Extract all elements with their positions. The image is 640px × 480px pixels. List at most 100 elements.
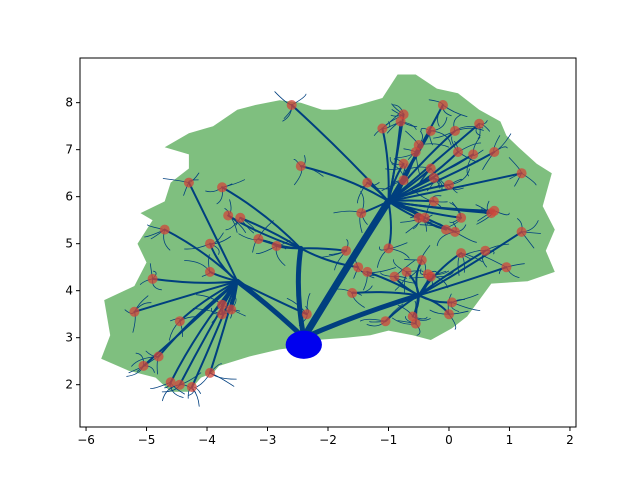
y-tick-label: 5 [65,237,73,251]
scatter-point [441,224,451,235]
scatter-point [217,299,228,310]
scatter-point [235,212,246,223]
scatter-point [444,179,454,190]
scatter-point [217,182,228,193]
scatter-point [205,238,215,249]
scatter-point [341,245,352,256]
dendrite-branch [301,292,422,341]
scatter-point [253,234,264,244]
scatter-point [362,266,373,277]
dendrite-branch [417,230,523,297]
x-axis: −6 −5 −4 −3 −2 −1 0 1 2 [77,427,574,447]
y-tick-label: 2 [65,378,73,392]
y-tick-label: 4 [65,284,73,298]
scatter-point [428,196,439,207]
scatter-point [226,304,237,315]
dendrite-branch [236,280,308,316]
scatter-point [456,212,467,223]
scatter-point [389,271,400,282]
scatter-point [153,351,164,362]
dendrite-branch [387,199,435,203]
scatter-point [286,100,297,110]
dendrite-branch [169,280,239,384]
scatter-point [301,309,312,320]
region-polygon [101,74,555,392]
y-axis: 2 3 4 5 6 7 8 [65,96,80,392]
scatter-point [444,309,454,320]
scatter-point [353,262,364,273]
x-tick-label: 0 [445,433,453,447]
scatter-point [159,224,170,235]
y-tick-label: 3 [65,331,73,345]
scatter-point [205,367,215,378]
scatter-point [516,226,527,237]
scatter-point [450,125,460,136]
scatter-point [395,116,406,127]
x-tick-label: −1 [380,433,398,447]
scatter-point [425,271,436,282]
scatter-point [428,172,439,183]
y-tick-label: 8 [65,96,73,110]
dendrite-branch [151,277,239,284]
soma [285,330,322,359]
scatter-point [401,266,412,277]
dendrite-branch [133,280,239,313]
scatter-point [165,377,176,388]
scatter-point [174,316,185,327]
scatter-point [468,149,479,160]
dendrite-branch [187,181,239,283]
scatter-point [271,241,282,251]
scatter-point [129,306,140,317]
scatter-point [356,208,367,219]
x-tick-label: −5 [138,433,156,447]
x-tick-label: 2 [566,433,574,447]
dendrite-branch [178,280,239,323]
scatter-point [410,147,421,157]
x-tick-label: −3 [259,433,277,447]
dendrite-branch [190,280,239,388]
scatter-point [138,360,149,371]
scatter-point [174,379,185,390]
x-tick-label: −2 [319,433,337,447]
scatter-point [347,288,358,298]
scatter-point [362,177,373,188]
dendrite-branch [417,266,508,297]
y-tick-label: 6 [65,190,73,204]
scatter-point [383,243,394,254]
scatter-point [456,248,467,259]
scatter-point [223,210,234,221]
scatter-point [295,161,306,172]
scatter-point [205,266,215,277]
scatter-point [419,212,430,223]
scatter-point [398,158,409,169]
scatter-point [501,262,512,273]
scatter-point [453,147,463,157]
scatter-point [398,175,409,186]
scatter-point [425,125,436,136]
scatter-point [489,147,500,157]
scatter-point [489,205,500,216]
dendrite-branch [221,186,302,250]
plot-area [79,57,577,428]
dendrite-branch [387,172,523,203]
scatter-point [450,226,460,237]
scatter-point [380,316,391,327]
scatter-point [480,245,491,256]
scatter-point [425,163,436,174]
scatter-point [217,309,228,320]
dendrite-branch [209,280,239,374]
dendrite-branch [387,200,496,212]
dendrite-branch [299,247,360,269]
scatter-point [474,118,485,129]
scatter-point [416,255,427,266]
x-tick-label: −4 [198,433,216,447]
dendrite-branch [239,216,302,250]
scatter-point [186,382,197,392]
x-tick-label: 1 [506,433,514,447]
dendrite-branch [295,245,307,341]
dendrite-branch [178,280,239,386]
dendrite-branch [381,127,390,203]
scatter-point [183,177,194,188]
scatter-point [410,318,421,329]
